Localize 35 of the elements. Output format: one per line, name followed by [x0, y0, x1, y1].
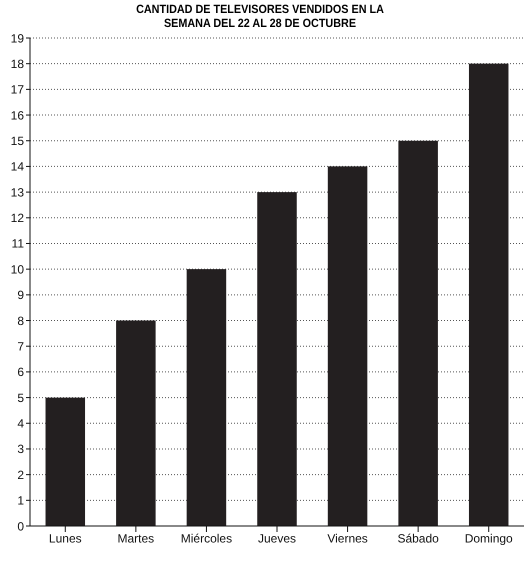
y-tick-label: 16 — [10, 108, 24, 122]
x-tick-label: Jueves — [258, 532, 296, 546]
bar — [398, 140, 438, 526]
y-tick-label: 5 — [17, 390, 24, 405]
y-tick-label: 19 — [10, 31, 24, 46]
y-tick-label: 3 — [17, 442, 24, 456]
y-tick-label: 8 — [17, 314, 24, 328]
bar — [328, 166, 368, 526]
x-tick-label: Martes — [118, 532, 154, 546]
y-tick-label: 11 — [12, 236, 24, 251]
chart-title: CANTIDAD DE TELEVISORES VENDIDOS EN LA SEMANA DEL 22 AL 28 DE OCTUBRE — [135, 2, 385, 30]
bar — [468, 64, 508, 526]
x-tick-label: Domingo — [464, 532, 514, 546]
y-tick-label: 13 — [10, 185, 24, 200]
y-tick-label: 14 — [10, 160, 24, 174]
x-tick-label: Sábado — [397, 532, 440, 546]
y-tick-label: 0 — [17, 519, 24, 534]
y-tick-label: 18 — [10, 56, 24, 71]
bar — [46, 398, 86, 526]
x-tick-label: Miércoles — [180, 532, 232, 546]
y-tick-label: 12 — [10, 211, 24, 226]
bar — [116, 320, 156, 526]
x-tick-label: Lunes — [48, 532, 82, 546]
x-tick-label: Viernes — [327, 532, 368, 546]
bar — [186, 269, 226, 526]
y-tick-label: 17 — [10, 82, 24, 97]
y-tick-label: 1 — [17, 494, 24, 508]
y-tick-label: 4 — [17, 416, 24, 431]
y-tick-label: 10 — [10, 262, 24, 276]
y-tick-label: 9 — [17, 288, 24, 302]
y-tick-label: 7 — [17, 339, 24, 354]
y-tick-label: 15 — [10, 134, 24, 148]
y-tick-label: 6 — [17, 365, 24, 380]
bar — [257, 192, 297, 526]
y-tick-label: 2 — [17, 468, 24, 482]
